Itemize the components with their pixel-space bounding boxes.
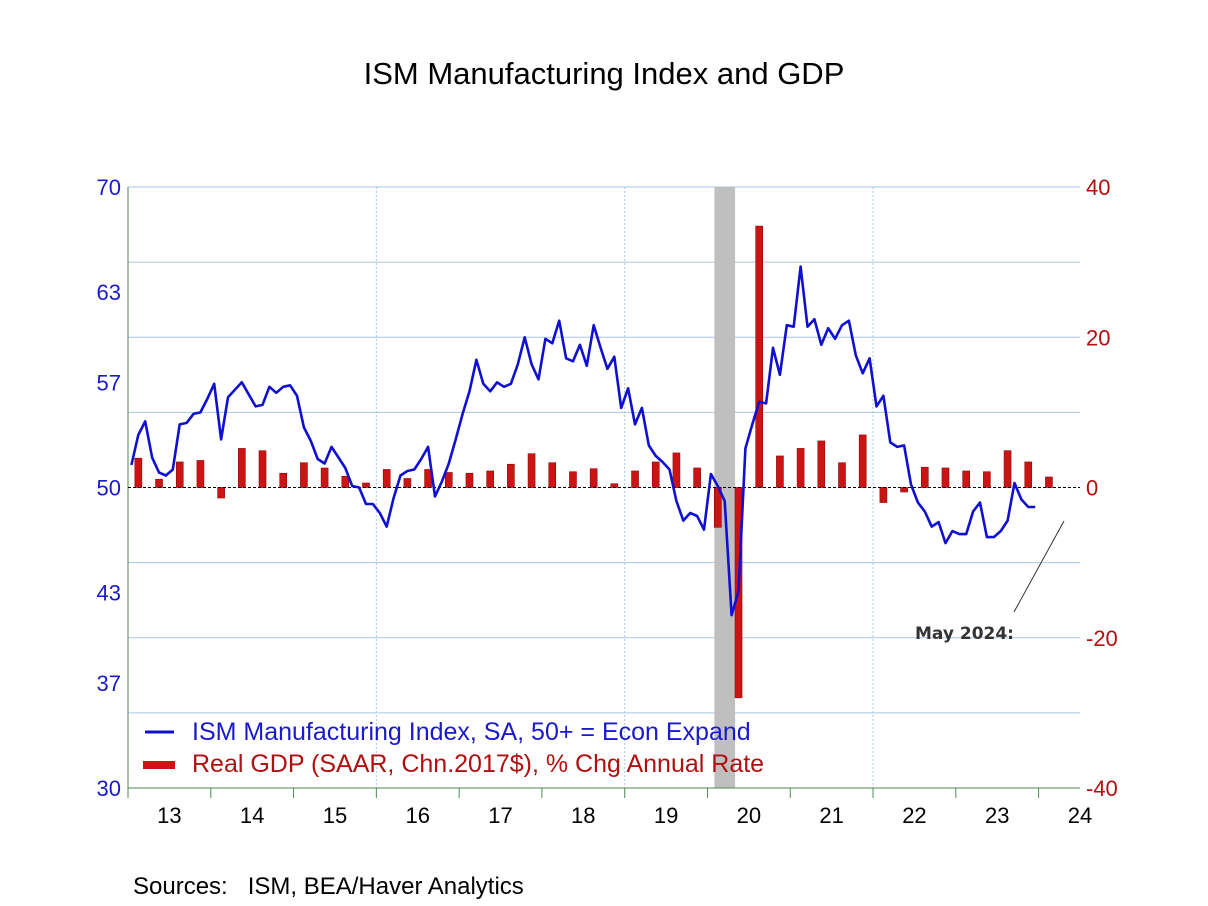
- gdp-bar: [320, 467, 329, 488]
- gdp-bar: [403, 478, 412, 488]
- source-note: Sources: ISM, BEA/Haver Analytics: [133, 873, 524, 900]
- legend-label-gdp: Real GDP (SAAR, Chn.2017$), % Chg Annual…: [192, 750, 764, 778]
- gdp-bar: [1045, 476, 1053, 488]
- x-tick-label: 20: [737, 803, 761, 828]
- gdp-bar: [548, 462, 557, 488]
- gdp-bar: [279, 472, 288, 488]
- gdp-bar: [858, 434, 867, 488]
- gdp-bar: [983, 471, 991, 488]
- gdp-bar: [651, 461, 660, 488]
- x-tick-label: 22: [902, 803, 926, 828]
- right-axis-ticks: -40 -20 0 20 40: [1086, 175, 1118, 801]
- x-tick-label: 13: [157, 803, 181, 828]
- x-tick-label: 14: [240, 803, 264, 828]
- gdp-bar: [238, 448, 246, 488]
- legend-swatch-gdp: [143, 761, 175, 769]
- gdp-bar: [217, 487, 225, 499]
- gdp-bar: [631, 470, 639, 488]
- annotation-leader-line: [1013, 520, 1065, 613]
- gdp-bar: [362, 482, 370, 488]
- gdp-bar: [693, 467, 701, 488]
- right-tick-label: 20: [1086, 325, 1110, 350]
- gdp-bar: [941, 467, 950, 488]
- chart-title: ISM Manufacturing Index and GDP: [364, 56, 845, 91]
- gdp-bar: [175, 461, 184, 488]
- gdp-bar: [258, 450, 267, 488]
- gdp-bars: [134, 225, 1053, 699]
- gdp-bar: [920, 466, 929, 488]
- left-axis-ticks: 30 37 43 50 57 63 70: [97, 175, 121, 801]
- left-tick-label: 37: [97, 671, 121, 696]
- right-tick-label: -40: [1086, 776, 1118, 801]
- right-tick-label: 40: [1086, 175, 1110, 200]
- gdp-bar: [1003, 450, 1012, 488]
- x-tick-label: 23: [985, 803, 1009, 828]
- gdp-bar: [196, 460, 205, 488]
- gdp-bar: [900, 487, 908, 493]
- x-tick-label: 17: [488, 803, 512, 828]
- gdp-bar: [527, 453, 536, 488]
- annotation-label: May 2024:: [915, 624, 1014, 644]
- left-tick-label: 70: [97, 175, 121, 200]
- left-tick-label: 30: [97, 776, 121, 801]
- gdp-bar: [465, 472, 474, 488]
- gdp-bar: [610, 483, 619, 488]
- annotation-group: May 2024:: [915, 520, 1065, 644]
- gdp-bar: [134, 457, 143, 488]
- x-tick-label: 15: [323, 803, 347, 828]
- gdp-bar: [486, 470, 494, 488]
- gdp-bar: [755, 225, 764, 488]
- x-tick-label: 16: [405, 803, 429, 828]
- left-tick-label: 63: [97, 280, 121, 305]
- gdp-bar: [962, 470, 970, 488]
- gdp-bar: [382, 469, 391, 488]
- x-tick-label: 24: [1068, 803, 1092, 828]
- gdp-bar: [444, 472, 453, 488]
- gdp-bar: [776, 455, 784, 488]
- x-tick-label: 18: [571, 803, 595, 828]
- gdp-bar: [569, 471, 577, 488]
- gdp-bar: [817, 440, 826, 488]
- x-axis-ticks: 13 14 15 16 17 18 19 20 21 22 23 24: [127, 788, 1092, 828]
- x-tick-label: 21: [819, 803, 843, 828]
- gdp-bar: [300, 462, 308, 488]
- gdp-bar: [507, 463, 515, 488]
- gdp-bar: [796, 448, 805, 488]
- gdp-bar: [589, 468, 598, 488]
- left-tick-label: 50: [97, 476, 121, 501]
- gdp-bar: [1024, 461, 1033, 488]
- left-tick-label: 43: [97, 581, 121, 606]
- gdp-bar: [879, 487, 888, 503]
- legend: ISM Manufacturing Index, SA, 50+ = Econ …: [143, 718, 764, 778]
- gdp-bar: [155, 478, 163, 488]
- ism-line: [130, 265, 1036, 617]
- gdp-bar: [672, 452, 681, 488]
- ism-line-layer: [130, 265, 1036, 617]
- left-tick-label: 57: [97, 370, 121, 395]
- x-tick-label: 19: [654, 803, 678, 828]
- legend-label-ism: ISM Manufacturing Index, SA, 50+ = Econ …: [192, 718, 751, 746]
- right-tick-label: 0: [1086, 476, 1098, 501]
- gdp-bar: [838, 462, 846, 488]
- right-tick-label: -20: [1086, 626, 1118, 651]
